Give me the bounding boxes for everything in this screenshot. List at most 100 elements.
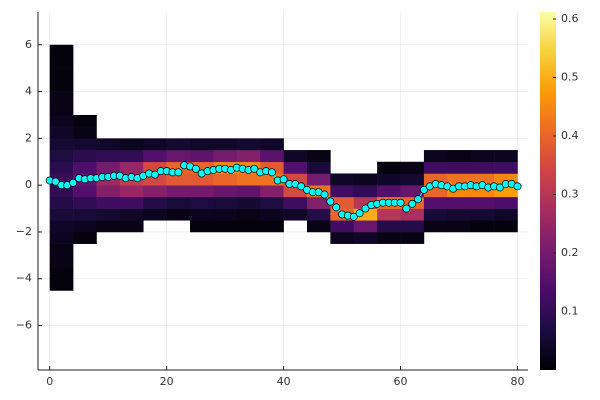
heatmap-cell xyxy=(260,138,284,151)
heatmap-cell xyxy=(470,196,495,209)
heatmap-cell xyxy=(49,138,74,151)
heatmap-cell xyxy=(330,196,355,209)
heatmap-cell xyxy=(49,91,74,104)
heatmap-cell xyxy=(306,161,331,174)
heatmap-cell xyxy=(190,208,214,221)
heatmap-cell xyxy=(377,173,401,186)
heatmap-cell xyxy=(73,161,97,174)
heatmap-cell xyxy=(143,138,167,151)
heatmap-cell xyxy=(283,173,308,186)
heatmap-cell xyxy=(423,196,448,209)
series-marker xyxy=(408,199,417,208)
heatmap-cell xyxy=(423,220,448,233)
series-marker xyxy=(326,197,335,206)
heatmap-cell xyxy=(377,231,401,244)
y-tick-label: −2 xyxy=(16,225,32,238)
heatmap-cell xyxy=(470,208,495,221)
heatmap-cell xyxy=(236,185,261,198)
heatmap-cell xyxy=(96,220,121,233)
heatmap-cell xyxy=(260,173,284,186)
heatmap-cell xyxy=(96,161,121,174)
series-marker xyxy=(150,170,159,179)
series-marker xyxy=(419,185,428,194)
heatmap-cell xyxy=(49,103,74,116)
heatmap-cell xyxy=(96,208,121,221)
heatmap-cell xyxy=(213,150,238,163)
heatmap-cell xyxy=(190,138,214,151)
heatmap-cell xyxy=(143,161,167,174)
heatmap-cell xyxy=(49,231,74,244)
heatmap-cell xyxy=(49,79,74,92)
series-marker xyxy=(414,195,423,204)
heatmap-cell xyxy=(353,220,378,233)
series-marker xyxy=(349,212,358,221)
heatmap-cell xyxy=(96,138,121,151)
series-marker xyxy=(332,203,341,212)
x-tick-label: 0 xyxy=(46,375,53,388)
heatmap-cell xyxy=(330,231,355,244)
heatmap-cell xyxy=(306,196,331,209)
heatmap-cell xyxy=(470,161,495,174)
colorbar-tick-label: 0.2 xyxy=(561,246,579,259)
heatmap-cell xyxy=(283,150,308,163)
heatmap-cell xyxy=(49,243,74,256)
series-marker xyxy=(495,183,504,192)
heatmap-cell xyxy=(96,196,121,209)
series-marker xyxy=(396,198,405,207)
heatmap-cell xyxy=(119,185,144,198)
heatmap-cell xyxy=(73,208,97,221)
heatmap-cell xyxy=(73,126,97,139)
heatmap-cell xyxy=(400,173,425,186)
heatmap-cell xyxy=(213,220,238,233)
y-tick-label: −4 xyxy=(16,272,32,285)
heatmap-cell xyxy=(96,185,121,198)
heatmap-cell xyxy=(423,161,448,174)
heatmap-cell xyxy=(470,173,495,186)
heatmap-cell xyxy=(447,196,471,209)
heatmap-cell xyxy=(353,173,378,186)
heatmap-cell xyxy=(470,185,495,198)
x-tick-label: 80 xyxy=(510,375,524,388)
heatmap-cell xyxy=(494,208,518,221)
heatmap-cell xyxy=(166,161,191,174)
y-tick-label: 0 xyxy=(25,178,32,191)
x-tick-label: 60 xyxy=(394,375,408,388)
heatmap-cell xyxy=(49,56,74,69)
heatmap-cell xyxy=(423,173,448,186)
heatmap-cell xyxy=(119,161,144,174)
heatmap-cell xyxy=(306,208,331,221)
heatmap-cell xyxy=(353,196,378,209)
heatmap-cell xyxy=(73,220,97,233)
heatmap-cell xyxy=(470,220,495,233)
heatmap-cell xyxy=(49,44,74,57)
heatmap-cell xyxy=(423,185,448,198)
heatmap-cell xyxy=(73,114,97,127)
series-marker xyxy=(51,177,60,186)
heatmap-cell xyxy=(49,126,74,139)
colorbar-tick-label: 0.4 xyxy=(561,129,579,142)
heatmap-cell xyxy=(260,185,284,198)
heatmap-cell xyxy=(377,208,401,221)
heatmap-cell xyxy=(353,185,378,198)
heatmap-cell xyxy=(447,150,471,163)
heatmap-cell xyxy=(119,208,144,221)
heatmap-cell xyxy=(166,150,191,163)
heatmap-cell xyxy=(447,185,471,198)
heatmap-cell xyxy=(213,138,238,151)
series-marker xyxy=(361,204,370,213)
heatmap-cell xyxy=(49,173,74,186)
heatmap-cell xyxy=(49,68,74,81)
series-marker xyxy=(402,204,411,213)
heatmap-cell xyxy=(49,114,74,127)
heatmap-cell xyxy=(236,173,261,186)
heatmap-cell xyxy=(143,208,167,221)
x-tick-label: 40 xyxy=(277,375,291,388)
heatmap-cell xyxy=(236,150,261,163)
heatmap-cell xyxy=(447,161,471,174)
series-marker xyxy=(174,168,183,177)
heatmap-cell xyxy=(447,173,471,186)
heatmap-cell xyxy=(190,185,214,198)
series-marker xyxy=(191,164,200,173)
heatmap-cell xyxy=(213,196,238,209)
heatmap-cell xyxy=(119,150,144,163)
